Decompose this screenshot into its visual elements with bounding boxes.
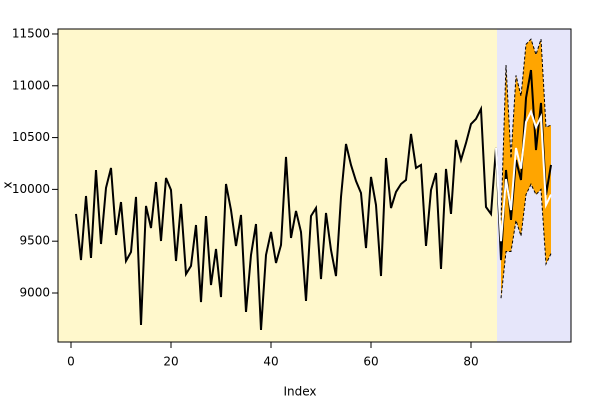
y-tick-label: 11000 [12, 78, 50, 92]
y-tick-label: 9500 [19, 234, 50, 248]
plot-frame [57, 28, 572, 343]
x-tick-label: 40 [263, 355, 278, 369]
y-tick-label: 10500 [12, 130, 50, 144]
y-tick-label: 9000 [19, 285, 50, 299]
x-tick-label: 60 [363, 355, 378, 369]
x-tick-label: 80 [463, 355, 478, 369]
bound-line [500, 38, 552, 221]
y-tick-label: 11500 [12, 26, 50, 40]
series-line [75, 69, 552, 331]
x-tick-label: 0 [67, 355, 75, 369]
x-tick-label: 20 [163, 355, 178, 369]
y-tick-label: 10000 [12, 182, 50, 196]
series-line [495, 108, 552, 242]
bound-line [500, 183, 552, 299]
y-axis-label: x [1, 181, 15, 188]
region [58, 29, 497, 342]
x-axis-label: Index [283, 385, 316, 399]
